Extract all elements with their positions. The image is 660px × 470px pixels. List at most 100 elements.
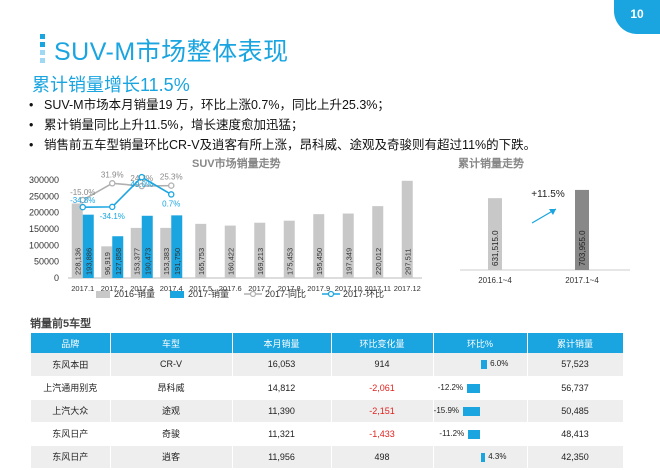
mom-pct-bar: [480, 360, 488, 369]
page-number-badge: 10: [614, 0, 660, 34]
header-cumulative: 累计销量: [527, 333, 624, 353]
x-tick-label: 2017.1~4: [565, 276, 599, 285]
legend-label: 2017-销量: [188, 288, 229, 299]
cell-cumulative: 42,350: [527, 445, 624, 469]
header-mom-change: 环比变化量: [331, 333, 434, 353]
mom-point: [79, 203, 87, 211]
y-tick-label: 300000: [29, 175, 59, 185]
top5-models-table: 品牌 车型 本月销量 环比变化量 环比% 累计销量 东风本田 CR-V 16,053…: [31, 333, 624, 469]
cell-mom-change: -1,433: [331, 422, 434, 446]
table-row: 东风日产 逍客 11,956 498 4.3% 42,350: [31, 445, 624, 469]
summary-bullets: SUV-M市场本月销量19 万，环比上涨0.7%，同比上升25.3%； 累计销量…: [26, 95, 536, 155]
legend-marker: [327, 290, 335, 298]
mom-label: 49.0%: [130, 180, 153, 189]
x-tick-label: 2017.12: [394, 284, 421, 293]
bar-2016: [224, 225, 236, 278]
bar-2016: [160, 227, 172, 278]
table-row: 东风日产 奇骏 11,321 -1,433 -11.2% 48,413: [31, 422, 624, 446]
table-row: 东风本田 CR-V 16,053 914 6.0% 57,523: [31, 353, 624, 377]
bar-2016: [342, 213, 354, 278]
y-tick-label: 100000: [29, 240, 59, 250]
yoy-label: 25.3%: [160, 173, 183, 182]
table-title: 销量前5车型: [30, 318, 92, 330]
table-row: 上汽大众 途观 11,390 -2,151 -15.9% 50,485: [31, 399, 624, 423]
y-tick-label: 150000: [29, 224, 59, 234]
y-tick-label: 50000: [34, 257, 59, 267]
cell-cumulative: 48,413: [527, 422, 624, 446]
x-tick-label: 2017.11: [364, 284, 391, 293]
bar-2016-label: 228,136: [73, 248, 82, 275]
legend-label: 2016-销量: [114, 288, 155, 299]
legend-marker: [249, 290, 257, 298]
bar-2016-label: 96,919: [103, 252, 112, 275]
bar-2016: [71, 203, 83, 278]
cell-model: 昂科威: [110, 376, 233, 400]
cumulative-sales-chart: 631,515.0 2016.1~4 703,955.0 2017.1~4 +11.5%: [460, 189, 630, 285]
bar-2017: [112, 236, 124, 278]
bar-2017: [141, 215, 153, 278]
cell-mom-change: 914: [331, 353, 434, 377]
table-row: 上汽通用别克 昂科威 14,812 -2,061 -12.2% 56,737: [31, 376, 624, 400]
mom-label: 0.7%: [162, 199, 180, 208]
legend-swatch: [170, 291, 184, 298]
cumulative-bar-label: 703,955.0: [578, 230, 587, 266]
mom-point: [109, 203, 116, 211]
bullet-item: SUV-M市场本月销量19 万，环比上涨0.7%，同比上升25.3%；: [26, 95, 536, 115]
mom-pct-label: -11.2%: [439, 428, 465, 438]
x-tick-label: 2017.8: [278, 284, 301, 293]
cell-cumulative: 57,523: [527, 353, 624, 377]
cell-cumulative: 50,485: [527, 399, 624, 423]
y-tick-label: 200000: [29, 208, 59, 218]
cell-model: 途观: [110, 399, 233, 423]
legend-swatch: [96, 291, 110, 298]
yoy-label: 31.9%: [101, 170, 124, 179]
bullet-item: 累计销量同比上升11.5%，增长速度愈加迅猛；: [26, 115, 536, 135]
mom-pct-bar: [468, 429, 481, 439]
y-tick-label: 250000: [29, 191, 59, 201]
mom-pct-bar: [463, 406, 481, 416]
mom-line: [82, 176, 172, 208]
header-brand: 品牌: [31, 333, 111, 353]
mom-pct-bar: [467, 383, 481, 393]
yoy-label: -15.0%: [70, 188, 95, 197]
cell-mom-pct: -15.9%: [433, 399, 528, 423]
cumulative-bar: [488, 198, 502, 270]
cell-sales: 16,053: [232, 353, 332, 377]
cell-mom-pct: -12.2%: [433, 376, 528, 400]
bullet-item: 销售前五车型销量环比CR-V及逍客有所上涨，昂科威、途观及奇骏则有超过11%的下…: [26, 135, 536, 155]
bar-2016: [195, 223, 207, 278]
bar-2016-label: 165,753: [197, 248, 206, 275]
bar-2017-label: 190,473: [143, 248, 152, 275]
cell-brand: 上汽大众: [31, 399, 111, 423]
x-tick-label: 2017.10: [335, 284, 362, 293]
cell-mom-pct: 6.0%: [433, 353, 528, 377]
cell-cumulative: 56,737: [527, 376, 624, 400]
x-tick-label: 2017.1: [71, 284, 94, 293]
trend-chart-title: SUV市场销量走势: [192, 158, 281, 170]
cumulative-chart-title: 累计销量走势: [458, 158, 524, 170]
bar-2017: [171, 215, 183, 278]
cell-mom-change: -2,061: [331, 376, 434, 400]
cell-model: CR-V: [110, 353, 233, 377]
page-title: SUV-M市场整体表现: [54, 38, 289, 66]
suv-trend-chart: 0 50000 100000 150000 200000 250000 300000 228,…: [29, 170, 422, 299]
x-tick-label: 2016.1~4: [478, 276, 512, 285]
table-header-row: 品牌 车型 本月销量 环比变化量 环比% 累计销量: [31, 333, 624, 353]
cumulative-bar: [575, 189, 589, 270]
bar-2016: [401, 180, 413, 278]
yoy-point: [79, 196, 87, 204]
bar-2016-label: 169,213: [256, 248, 265, 275]
cell-sales: 11,390: [232, 399, 332, 423]
page-number: 10: [630, 7, 644, 21]
cell-brand: 东风日产: [31, 422, 111, 446]
x-tick-label: 2017.4: [160, 284, 183, 293]
bar-2016-label: 220,012: [374, 248, 383, 275]
bar-2016: [372, 206, 384, 278]
bar-2016-label: 160,422: [226, 248, 235, 275]
bar-2017-label: 193,886: [84, 248, 93, 275]
growth-annotation: +11.5%: [531, 189, 565, 200]
x-tick-label: 2017.6: [219, 284, 242, 293]
header-model: 车型: [110, 333, 233, 353]
mom-label: -34.8%: [70, 196, 95, 205]
bar-2016: [130, 227, 142, 278]
